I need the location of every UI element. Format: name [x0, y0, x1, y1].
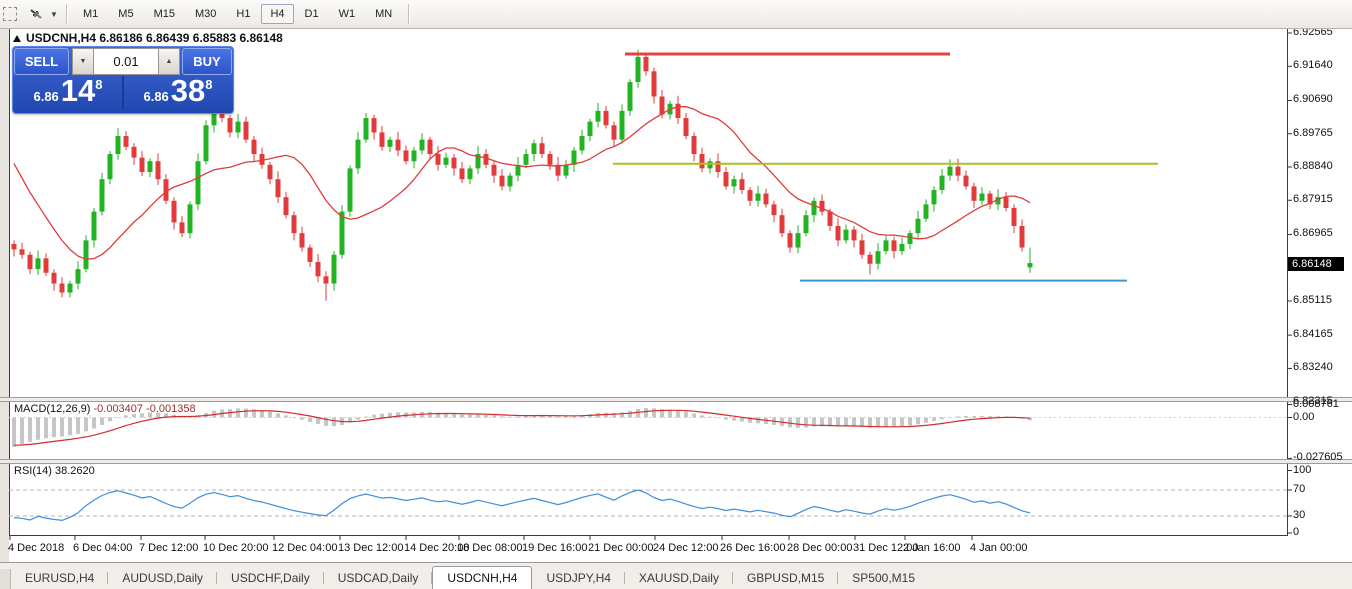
price-tick-label: 6.90690 — [1293, 93, 1333, 106]
timeframe-button-m5[interactable]: M5 — [118, 8, 134, 20]
rsi-name: RSI(14) — [14, 465, 52, 477]
symbol-tab-eurusd[interactable]: EURUSD,H4 — [11, 568, 109, 589]
rsi-tick-label: 0 — [1293, 526, 1300, 538]
buy-price-point: 8 — [205, 77, 213, 92]
symbol-tab-usdcad[interactable]: USDCAD,Daily — [324, 568, 433, 589]
buy-price-base: 6.86 — [143, 89, 169, 104]
macd-tick-label: 0.008761 — [1293, 397, 1339, 410]
timeframe-button-m15[interactable]: M15 — [153, 8, 175, 20]
symbol-tab-usdcnh[interactable]: USDCNH,H4 — [432, 566, 533, 589]
time-tick-label: 21 Dec 00:00 — [588, 542, 654, 554]
price-tick-label: 6.86965 — [1293, 227, 1333, 240]
symbol-tab-sp500[interactable]: SP500,M15 — [852, 571, 916, 585]
toolbar-separator — [66, 4, 67, 24]
sell-price-pips: 14 — [60, 73, 96, 108]
time-tick-label: 28 Dec 00:00 — [787, 542, 853, 554]
rsi-value: 38.2620 — [54, 465, 95, 477]
time-tick-label: 24 Dec 12:00 — [653, 542, 719, 554]
time-tick-label: 12 Dec 04:00 — [272, 542, 338, 554]
selection-rect-icon[interactable] — [2, 7, 17, 21]
buy-price-display[interactable]: 6.86 38 8 — [124, 73, 232, 110]
price-tick-label: 6.87915 — [1293, 193, 1333, 206]
timeframe-button-h1[interactable]: H1 — [236, 8, 251, 20]
time-tick-label: 10 Dec 20:00 — [203, 542, 269, 554]
price-divider — [122, 76, 124, 110]
timeframe-button-h4[interactable]: H4 — [261, 4, 294, 24]
chevron-down-icon[interactable]: ▼ — [50, 9, 58, 19]
symbol-tab-xauusd[interactable]: XAUUSD,Daily — [625, 568, 733, 589]
panel-splitter[interactable] — [0, 397, 1352, 402]
macd-tick-label: -0.027605 — [1293, 451, 1343, 464]
price-tick-label: 6.89765 — [1293, 126, 1333, 139]
price-tick-label: 6.85115 — [1293, 293, 1332, 306]
buy-price-pips: 38 — [170, 73, 206, 108]
price-tick-label: 6.92565 — [1293, 26, 1333, 38]
sell-price-base: 6.86 — [33, 89, 59, 104]
chart-left-gutter — [0, 28, 9, 562]
time-tick-label: 26 Dec 16:00 — [720, 542, 786, 554]
tile-windows-icon[interactable] — [27, 5, 45, 23]
macd-pane-label: MACD(12,26,9) -0.003407 -0.001358 — [14, 403, 196, 415]
timeframe-group: M1 M5 M15 M30 H1 H4 D1 W1 MN — [73, 4, 402, 24]
volume-increase-button[interactable]: ▲ — [158, 48, 180, 75]
panel-splitter[interactable] — [0, 459, 1352, 464]
sell-button[interactable]: SELL — [14, 48, 69, 75]
macd-values: -0.003407 -0.001358 — [93, 403, 196, 415]
time-tick-label: 4 Jan 00:00 — [970, 542, 1028, 554]
symbol-tabbar: EURUSD,H4 AUDUSD,Daily USDCHF,Daily USDCAD,… — [0, 562, 1352, 589]
sell-price-point: 8 — [95, 77, 103, 92]
time-tick-label: 19 Dec 16:00 — [522, 542, 588, 554]
time-tick-label: 18 Dec 08:00 — [457, 542, 523, 554]
timeframe-button-mn[interactable]: MN — [375, 8, 393, 20]
symbol-tab-audusd[interactable]: AUDUSD,Daily — [108, 568, 217, 589]
macd-tick-label: 0.00 — [1293, 410, 1315, 423]
rsi-tick-label: 70 — [1293, 483, 1306, 495]
toolbar-separator — [408, 4, 410, 24]
time-tick-label: 7 Dec 12:00 — [139, 542, 199, 554]
price-tick-label: 6.84165 — [1293, 328, 1333, 341]
time-tick-label: 6 Dec 04:00 — [73, 542, 133, 554]
rsi-pane-label: RSI(14) 38.2620 — [14, 465, 95, 477]
timeframe-button-w1[interactable]: W1 — [338, 8, 356, 20]
triangle-up-icon — [13, 34, 21, 42]
buy-button[interactable]: BUY — [182, 48, 232, 75]
ohlc-readout: USDCNH,H4 6.86186 6.86439 6.85883 6.8614… — [26, 31, 283, 45]
chart-symbol-title: USDCNH,H4 6.86186 6.86439 6.85883 6.8614… — [13, 31, 283, 45]
timeframe-button-m30[interactable]: M30 — [194, 8, 217, 20]
rsi-tick-label: 30 — [1293, 509, 1306, 521]
price-tick-label: 6.83240 — [1293, 361, 1333, 374]
tabbar-scroll-notch[interactable] — [0, 569, 11, 589]
rsi-tick-label: 100 — [1293, 463, 1312, 476]
current-price-tag: 6.86148 — [1288, 256, 1344, 271]
symbol-tab-gbpusd[interactable]: GBPUSD,M15 — [733, 568, 839, 589]
price-tick-label: 6.82315 — [1293, 394, 1333, 407]
price-tick-label: 6.91640 — [1293, 59, 1333, 72]
symbol-tab-usdjpy[interactable]: USDJPY,H4 — [532, 568, 626, 589]
time-tick-label: 4 Dec 2018 — [8, 542, 65, 554]
symbol-tab-usdchf[interactable]: USDCHF,Daily — [217, 568, 324, 589]
time-tick-label: 2 Jan 16:00 — [903, 542, 961, 554]
sell-price-display[interactable]: 6.86 14 8 — [14, 73, 122, 110]
price-tick-label: 6.88840 — [1293, 159, 1333, 172]
toolbar: ▼ M1 M5 M15 M30 H1 H4 D1 W1 MN — [0, 0, 1352, 29]
one-click-trading-widget: SELL ▼ ▲ BUY 6.86 14 8 6.86 38 8 — [12, 46, 234, 114]
time-tick-label: 14 Dec 20:00 — [404, 542, 470, 554]
macd-name: MACD(12,26,9) — [14, 403, 91, 415]
time-tick-label: 13 Dec 12:00 — [338, 542, 404, 554]
volume-decrease-button[interactable]: ▼ — [72, 48, 94, 75]
volume-input[interactable] — [94, 48, 158, 75]
timeframe-button-d1[interactable]: D1 — [304, 8, 319, 20]
time-tick-label: 31 Dec 12:00 — [853, 542, 919, 554]
timeframe-button-m1[interactable]: M1 — [83, 8, 99, 20]
